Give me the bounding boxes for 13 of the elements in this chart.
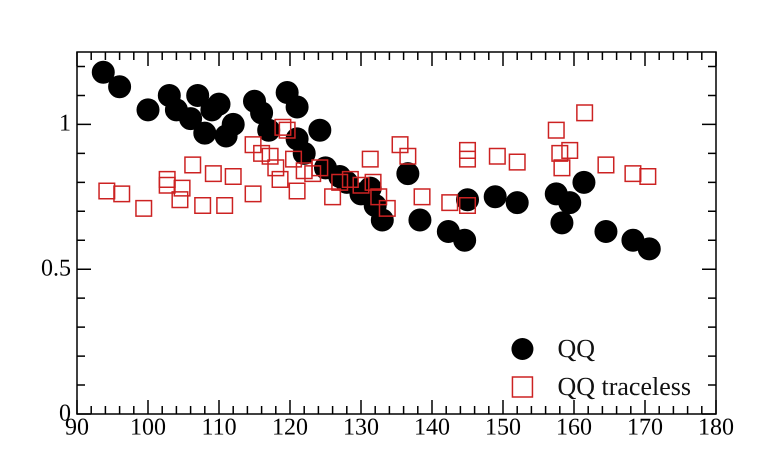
x-tick-label: 160	[556, 414, 592, 441]
y-tick-label: 1	[59, 110, 71, 137]
y-tick-label: 0.5	[41, 255, 71, 282]
x-tick-label: 170	[627, 414, 663, 441]
legend-label: QQ	[557, 334, 596, 363]
x-tick-label: 150	[485, 414, 521, 441]
x-tick-label: 110	[201, 414, 237, 441]
x-tick-label: 120	[272, 414, 308, 441]
x-tick-label: 140	[414, 414, 450, 441]
x-tick-label: 130	[343, 414, 379, 441]
x-tick-label: 180	[698, 414, 734, 441]
x-tick-label: 100	[130, 414, 166, 441]
legend-label: QQ traceless	[557, 372, 692, 401]
